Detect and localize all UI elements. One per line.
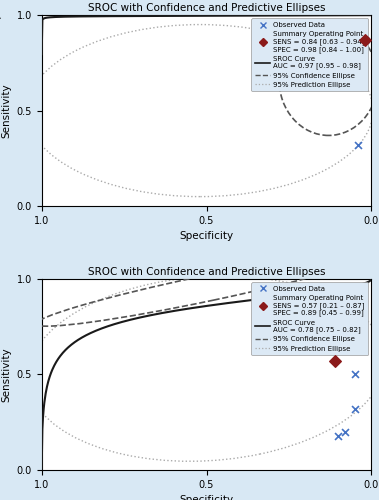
X-axis label: Specificity: Specificity [180,232,233,241]
Point [332,357,338,365]
Text: A: A [0,8,1,22]
Point [342,428,348,436]
Legend: Observed Data, Summary Operating Point
SENS = 0.57 [0.21 – 0.87]
SPEC = 0.89 [0.: Observed Data, Summary Operating Point S… [251,282,368,355]
Point [362,36,368,44]
Point [335,432,341,440]
Y-axis label: Sensitivity: Sensitivity [1,347,11,402]
Point [335,44,341,52]
Y-axis label: Sensitivity: Sensitivity [1,84,11,138]
Point [355,141,361,149]
Title: SROC with Confidence and Predictive Ellipses: SROC with Confidence and Predictive Elli… [88,266,325,276]
Title: SROC with Confidence and Predictive Ellipses: SROC with Confidence and Predictive Elli… [88,3,325,13]
Point [362,36,368,44]
Point [352,68,358,76]
Point [352,370,358,378]
Legend: Observed Data, Summary Operating Point
SENS = 0.84 [0.63 – 0.94]
SPEC = 0.98 [0.: Observed Data, Summary Operating Point S… [251,18,368,91]
Point [352,405,358,413]
X-axis label: Specificity: Specificity [180,496,233,500]
